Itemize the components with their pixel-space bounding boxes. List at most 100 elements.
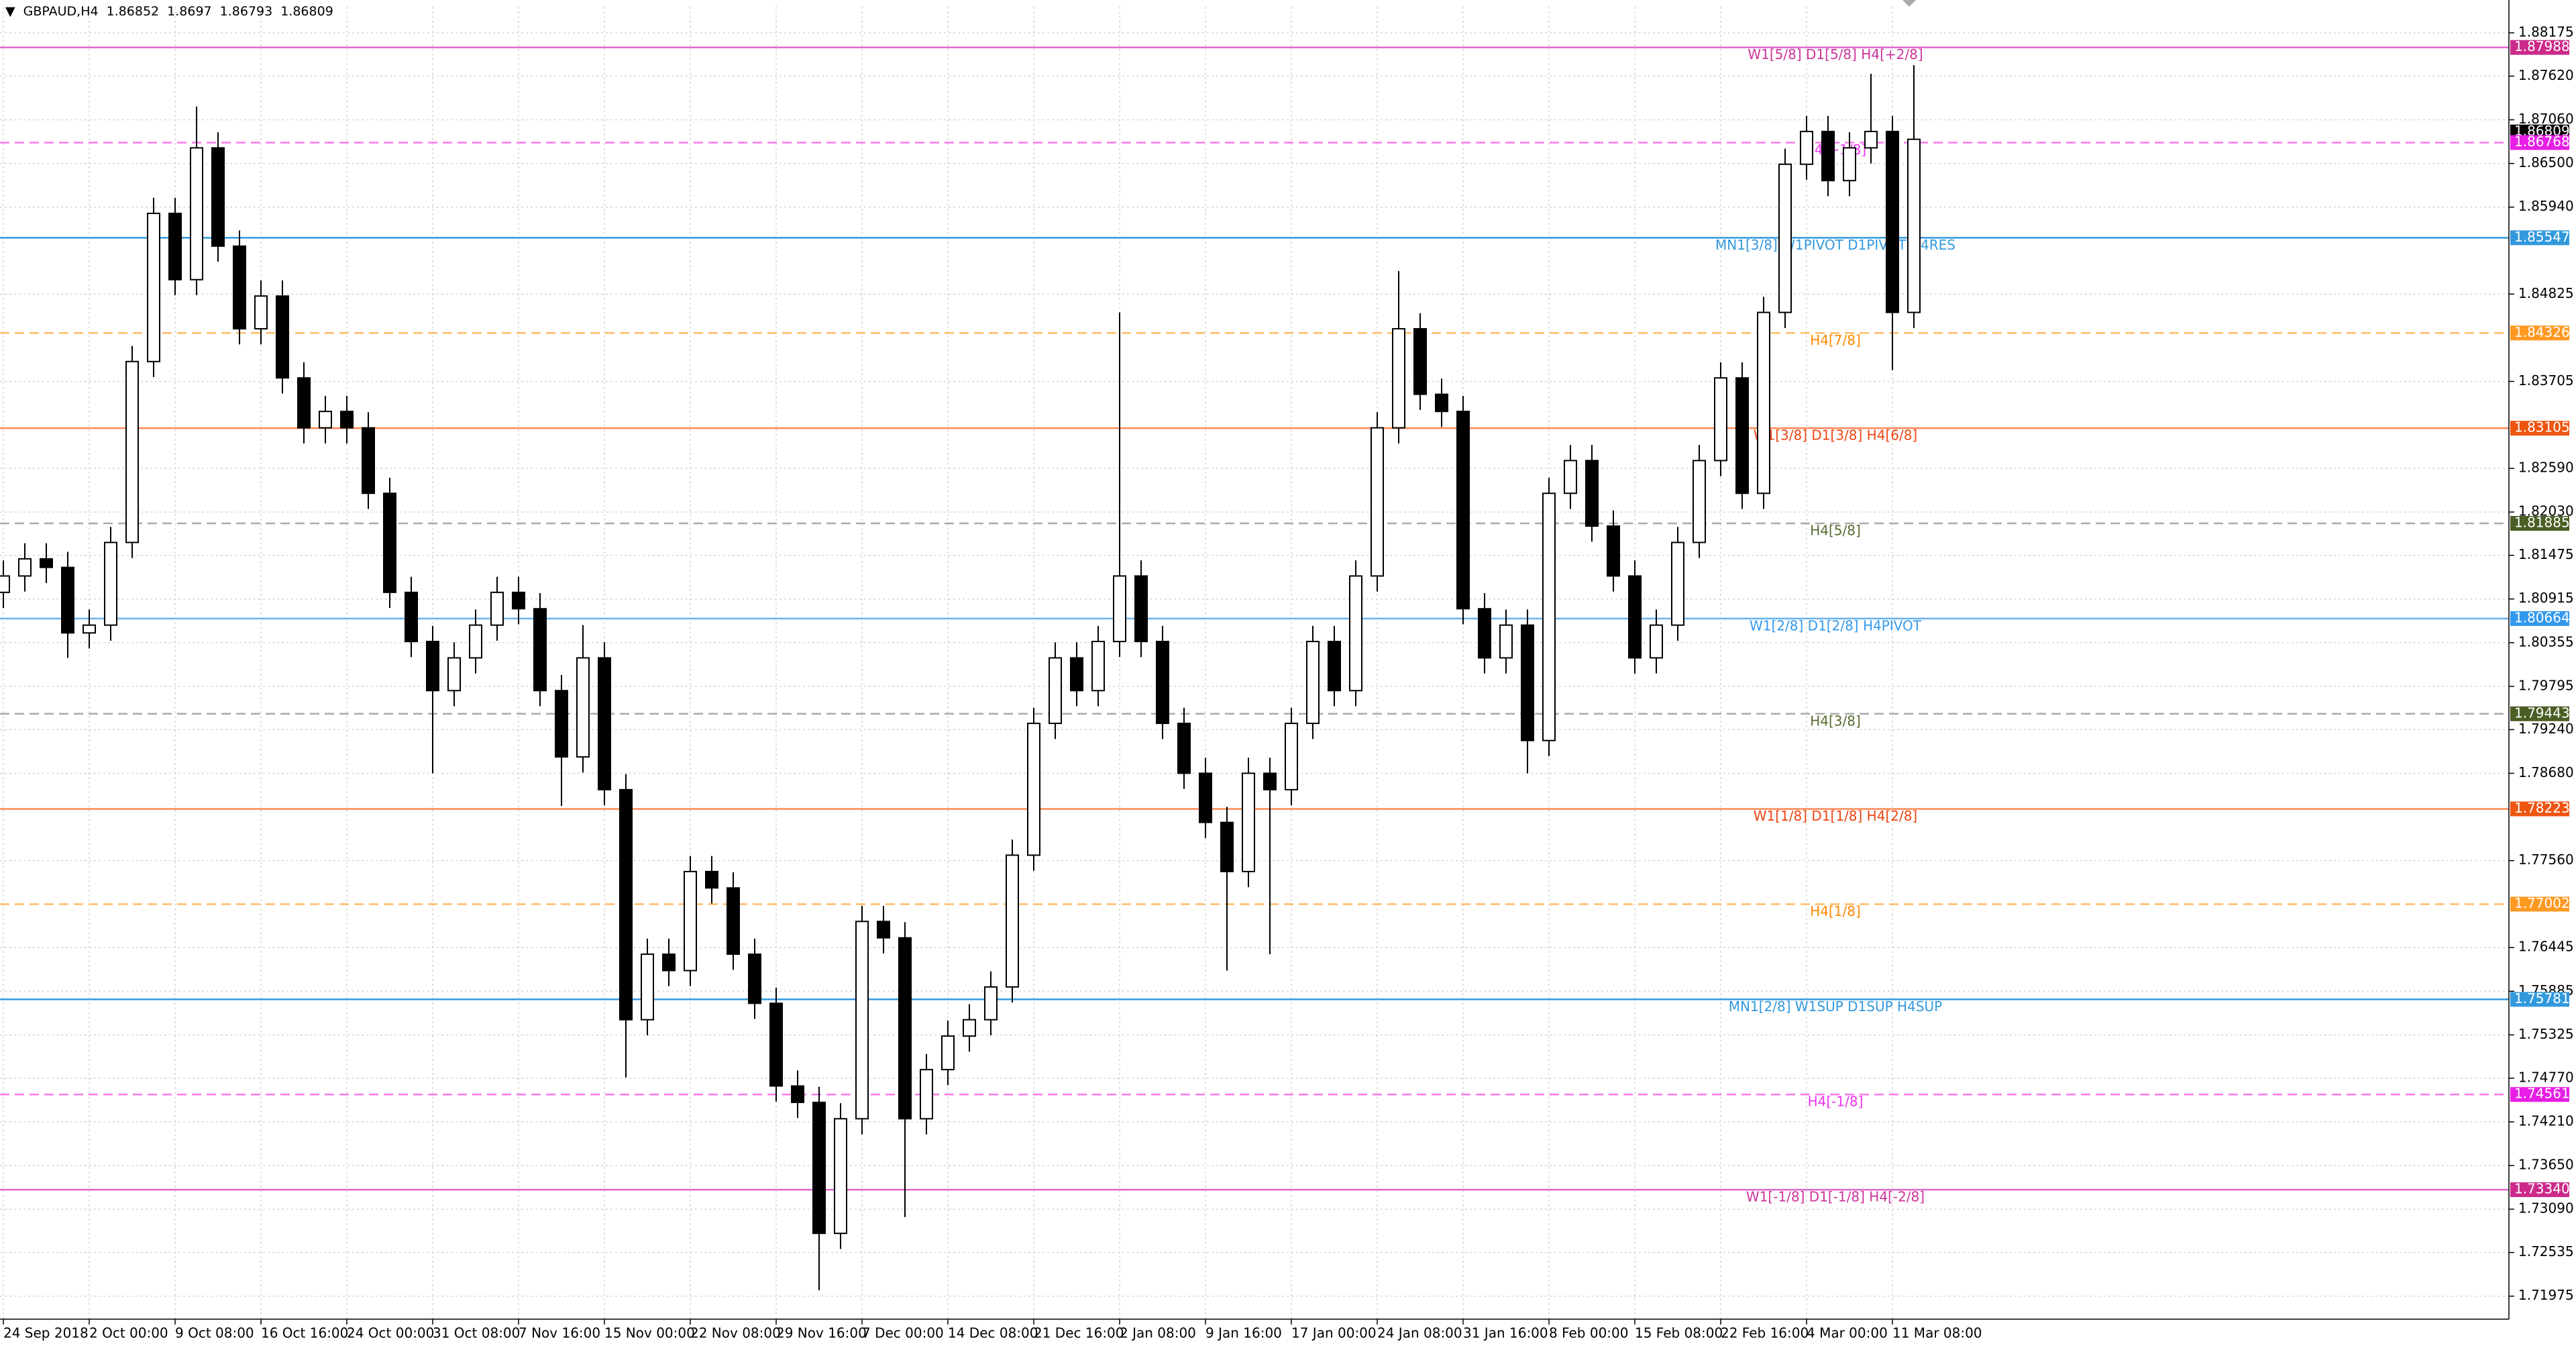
candle-body (447, 657, 461, 692)
level-tag-label: 1.85547 (2514, 229, 2570, 245)
candle-body (405, 591, 418, 643)
candle-body (276, 295, 289, 379)
candle-body (1693, 460, 1706, 543)
candle-body (1585, 460, 1599, 527)
candle-body (684, 870, 697, 972)
candle-body (211, 147, 225, 247)
candle-body (1285, 723, 1298, 790)
candle-body (1220, 821, 1234, 872)
candle-body (1800, 130, 1813, 165)
x-tick-label: 7 Nov 16:00 (519, 1325, 600, 1341)
x-tick-label: 11 Mar 08:00 (1892, 1325, 1982, 1341)
candle-body (297, 377, 311, 429)
level-tag (2510, 896, 2569, 912)
candle-body (1177, 723, 1191, 774)
candle-body (1735, 377, 1749, 495)
candle-body (1027, 723, 1040, 856)
level-tag (2510, 1182, 2569, 1198)
level-tag (2510, 325, 2569, 341)
y-tick-label: 1.76445 (2518, 939, 2574, 955)
level-label: H4[7/8] (1810, 332, 1861, 348)
candle-body (1886, 130, 1899, 313)
y-tick-label: 1.73650 (2518, 1157, 2574, 1173)
candle-body (1091, 641, 1105, 692)
y-tick-label: 1.87620 (2518, 67, 2574, 83)
x-tick-label: 9 Oct 08:00 (175, 1325, 254, 1341)
candle-body (1564, 460, 1577, 495)
candle-body (1199, 772, 1212, 823)
bar-open: 1.86852 (106, 4, 160, 19)
candle-body (1134, 575, 1148, 643)
y-tick-label: 1.73090 (2518, 1200, 2574, 1216)
candle-body (812, 1101, 826, 1235)
candle-body (791, 1085, 804, 1103)
level-tag-label: 1.77002 (2514, 895, 2570, 911)
y-tick-label: 1.80915 (2518, 590, 2574, 606)
candle-body (469, 624, 482, 659)
level-tag-label: 1.75781 (2514, 990, 2570, 1006)
header: ▼ GBPAUD,H4 1.86852 1.8697 1.86793 1.868… (5, 4, 333, 19)
level-label: MN1[2/8] W1SUP D1SUP H4SUP (1729, 998, 1942, 1015)
candle-body (190, 147, 203, 280)
x-tick-label: 15 Feb 08:00 (1635, 1325, 1723, 1341)
candle-body (769, 1002, 783, 1087)
candle-body (40, 558, 53, 568)
y-tick-label: 1.79795 (2518, 677, 2574, 693)
candle-body (1006, 854, 1019, 988)
candle-body (898, 937, 912, 1120)
level-tag-label: 1.74561 (2514, 1086, 2570, 1102)
level-label: W1[-1/8] D1[-1/8] H4[-2/8] (1746, 1189, 1925, 1205)
bar-high: 1.8697 (167, 4, 212, 19)
candle-body (1628, 575, 1642, 659)
candle-body (533, 608, 547, 692)
x-tick-label: 29 Nov 16:00 (776, 1325, 867, 1341)
candle-body (1242, 772, 1255, 872)
candle-body (1263, 772, 1277, 790)
candle-body (1542, 493, 1556, 741)
x-tick-label: 24 Jan 08:00 (1377, 1325, 1462, 1341)
candle-body (1843, 147, 1856, 182)
candle-body (877, 921, 890, 939)
level-tag (2510, 421, 2569, 436)
candle-body (147, 212, 160, 362)
level-tag (2510, 135, 2569, 150)
x-tick-label: 31 Oct 08:00 (433, 1325, 520, 1341)
level-label: W1[1/8] D1[1/8] H4[2/8] (1754, 808, 1917, 824)
bar-low: 1.86793 (219, 4, 273, 19)
y-tick-label: 1.74770 (2518, 1069, 2574, 1085)
x-tick-label: 22 Nov 08:00 (690, 1325, 781, 1341)
y-tick-label: 1.83705 (2518, 372, 2574, 389)
level-label: H4[-1/8] (1808, 1094, 1864, 1110)
y-tick-label: 1.85940 (2518, 198, 2574, 214)
x-tick-label: 8 Feb 00:00 (1549, 1325, 1629, 1341)
level-tag (2510, 706, 2569, 721)
candle-body (1671, 541, 1684, 626)
level-tag (2510, 992, 2569, 1007)
candle-body (125, 360, 139, 543)
candle-body (61, 566, 74, 634)
level-tag-label: 1.80664 (2514, 609, 2570, 625)
candle-body (1478, 608, 1491, 659)
candle-body (233, 245, 246, 329)
level-label: W1[3/8] D1[3/8] H4[6/8] (1754, 427, 1917, 444)
candle-body (254, 295, 268, 329)
y-tick-label: 1.82590 (2518, 460, 2574, 476)
candle-body (1821, 130, 1835, 182)
y-tick-label: 1.77560 (2518, 851, 2574, 868)
candle-body (598, 657, 611, 790)
grid (0, 7, 2509, 1319)
x-tick-label: 14 Dec 08:00 (948, 1325, 1038, 1341)
x-tick-label: 15 Nov 00:00 (604, 1325, 695, 1341)
candle-body (1392, 327, 1405, 429)
level-label: W1[2/8] D1[2/8] H4PIVOT (1750, 617, 1922, 633)
candle-body (1607, 525, 1620, 577)
y-tick-label: 1.78680 (2518, 764, 2574, 780)
candle-body (662, 953, 676, 972)
level-tag-label: 1.73340 (2514, 1181, 2570, 1197)
candle-body (1328, 641, 1341, 692)
x-tick-label: 24 Sep 2018 (3, 1325, 89, 1341)
level-label: W1[5/8] D1[5/8] H4[+2/8] (1748, 46, 1923, 62)
level-label: H4[3/8] (1810, 713, 1861, 729)
